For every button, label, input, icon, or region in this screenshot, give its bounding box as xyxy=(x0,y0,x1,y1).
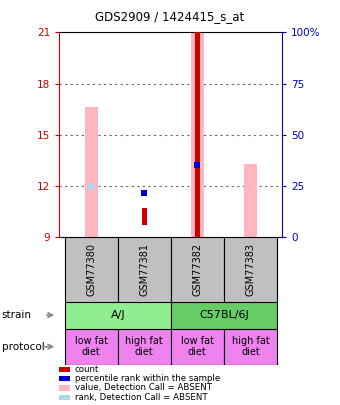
Bar xyxy=(224,237,277,302)
Bar xyxy=(171,302,277,329)
Bar xyxy=(59,386,70,390)
Text: percentile rank within the sample: percentile rank within the sample xyxy=(75,374,220,383)
Text: GSM77380: GSM77380 xyxy=(86,243,96,296)
Bar xyxy=(118,329,171,364)
Bar xyxy=(195,32,200,237)
Bar xyxy=(191,32,204,237)
Text: A/J: A/J xyxy=(110,310,125,320)
Bar xyxy=(171,237,224,302)
Text: high fat
diet: high fat diet xyxy=(232,336,269,358)
Text: value, Detection Call = ABSENT: value, Detection Call = ABSENT xyxy=(75,384,212,392)
Text: GSM77383: GSM77383 xyxy=(245,243,255,296)
Text: high fat
diet: high fat diet xyxy=(125,336,163,358)
Text: low fat
diet: low fat diet xyxy=(181,336,214,358)
Bar xyxy=(224,329,277,364)
Bar xyxy=(118,237,171,302)
Bar xyxy=(59,394,70,400)
Bar xyxy=(65,329,118,364)
Text: GDS2909 / 1424415_s_at: GDS2909 / 1424415_s_at xyxy=(96,10,244,23)
Text: C57BL/6J: C57BL/6J xyxy=(199,310,249,320)
Bar xyxy=(171,329,224,364)
Text: strain: strain xyxy=(2,310,32,320)
Bar xyxy=(142,208,147,225)
Text: low fat
diet: low fat diet xyxy=(75,336,108,358)
Bar xyxy=(65,237,118,302)
Text: rank, Detection Call = ABSENT: rank, Detection Call = ABSENT xyxy=(75,393,207,402)
Text: GSM77382: GSM77382 xyxy=(192,243,202,296)
Text: protocol: protocol xyxy=(2,342,45,352)
Bar xyxy=(244,164,257,237)
Text: GSM77381: GSM77381 xyxy=(139,243,149,296)
Bar xyxy=(65,302,171,329)
Text: count: count xyxy=(75,365,99,374)
Bar xyxy=(59,367,70,372)
Bar xyxy=(85,107,98,237)
Bar xyxy=(59,376,70,382)
